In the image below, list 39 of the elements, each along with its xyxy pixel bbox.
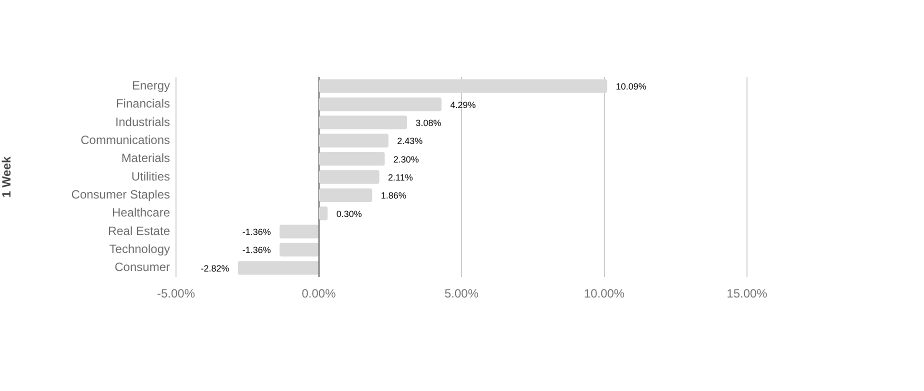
- bar: [318, 170, 380, 184]
- data-label: 2.43%: [397, 136, 423, 146]
- y-tick-label: Utilities: [131, 169, 170, 184]
- y-tick-label: Real Estate: [108, 224, 170, 238]
- y-tick-label: Healthcare: [112, 206, 170, 220]
- y-tick-label: Communications: [80, 132, 170, 147]
- data-label: -1.36%: [242, 245, 271, 256]
- data-label: 10.09%: [616, 82, 646, 92]
- bar: [318, 79, 608, 93]
- data-label: 3.08%: [416, 118, 442, 128]
- bar: [238, 261, 319, 275]
- x-tick-label: 5.00%: [444, 286, 479, 301]
- data-label: 4.29%: [450, 100, 476, 110]
- y-tick-label: Industrials: [115, 114, 170, 129]
- y-tick-label: Technology: [109, 242, 170, 256]
- y-tick-label: Energy: [132, 78, 170, 92]
- y-axis-title: 1 Week: [0, 156, 14, 198]
- x-tick-label: -5.00%: [156, 286, 196, 301]
- bar: [318, 188, 372, 202]
- bar: [280, 224, 319, 238]
- x-tick-label: 10.00%: [584, 286, 625, 301]
- data-label: 0.30%: [336, 208, 362, 219]
- y-tick-label: Financials: [116, 96, 170, 111]
- data-label: 2.11%: [388, 172, 413, 182]
- y-tick-label: Consumer Staples: [71, 187, 170, 202]
- y-tick-label: Consumer: [114, 260, 170, 274]
- data-label: -2.82%: [200, 263, 230, 274]
- bar: [280, 242, 319, 257]
- bar: [318, 116, 408, 130]
- x-tick-label: 0.00%: [302, 286, 336, 301]
- data-label: 1.86%: [380, 190, 406, 201]
- x-tick-label: 15.00%: [726, 286, 768, 301]
- data-label: -1.36%: [242, 227, 271, 238]
- bar: [318, 206, 328, 220]
- bar: [318, 152, 385, 166]
- y-tick-label: Materials: [121, 151, 170, 166]
- bar: [318, 97, 442, 112]
- data-label: 2.30%: [393, 154, 419, 164]
- bar: [318, 134, 388, 148]
